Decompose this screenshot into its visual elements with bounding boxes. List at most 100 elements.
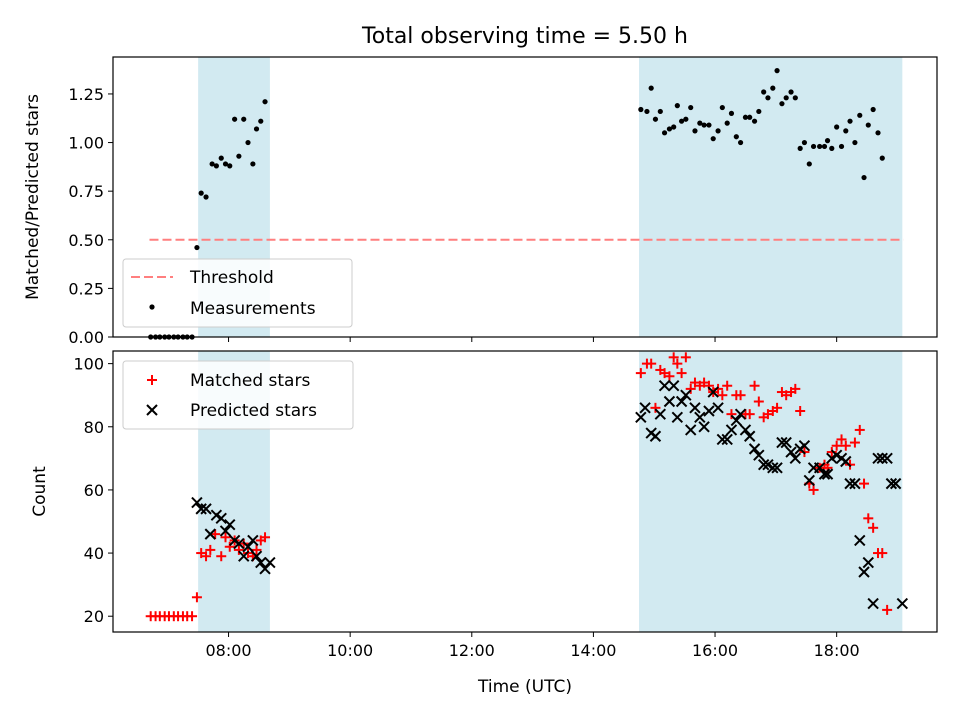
- y-axis-label: Matched/Predicted stars: [23, 94, 43, 300]
- y-tick-label: 60: [84, 481, 104, 500]
- predicted-star-marker: [667, 380, 680, 392]
- bottom-panel: 20 40 60 80 100 08:00 10:00 12:00 14:00 16:00 18:0…: [30, 350, 938, 697]
- matched-star-marker: [735, 390, 746, 401]
- predicted-star-marker: [748, 443, 761, 455]
- marker-stroke: [658, 380, 671, 392]
- marker-stroke: [210, 509, 223, 521]
- marker-stroke: [649, 430, 662, 442]
- predicted-star-marker: [204, 528, 217, 540]
- marker-stroke: [200, 503, 212, 515]
- legend-box: [122, 360, 354, 430]
- measurement-point: [262, 99, 268, 105]
- marker-stroke: [204, 528, 217, 540]
- predicted-star-marker: [876, 452, 888, 465]
- predicted-star-marker: [195, 503, 207, 515]
- predicted-star-marker: [716, 433, 729, 446]
- matched-star-marker: [216, 551, 227, 562]
- matched-star-marker: [191, 592, 202, 603]
- marker-stroke: [721, 433, 733, 446]
- marker-stroke: [238, 550, 250, 562]
- measurement-point: [194, 244, 200, 251]
- predicted-star-marker: [803, 474, 816, 487]
- marker-stroke: [876, 452, 888, 465]
- marker-stroke: [247, 534, 259, 547]
- matched-star-marker: [744, 409, 755, 420]
- matched-star-marker: [672, 358, 683, 369]
- matched-star-marker: [831, 440, 842, 451]
- predicted-star-marker: [789, 452, 802, 465]
- marker-stroke: [885, 477, 898, 490]
- predicted-star-marker: [200, 503, 212, 515]
- predicted-star-marker: [872, 452, 884, 465]
- matched-star-marker: [854, 424, 865, 435]
- predicted-star-marker: [707, 386, 719, 398]
- marker-stroke: [757, 458, 770, 471]
- predicted-star-marker: [238, 550, 250, 562]
- x-tick-label: 08:00: [205, 641, 251, 660]
- legend-box: [122, 258, 353, 328]
- predicted-star-marker: [734, 408, 747, 420]
- predicted-star-marker: [694, 411, 706, 424]
- measurement-point: [661, 130, 668, 136]
- matched-star-marker: [840, 440, 851, 451]
- predicted-star-marker: [215, 512, 227, 525]
- marker-stroke: [858, 566, 870, 578]
- y-tick-label: 100: [73, 355, 104, 374]
- marker-stroke: [854, 534, 866, 547]
- matched-star-marker: [882, 604, 893, 615]
- matched-star-marker: [220, 532, 231, 543]
- predicted-star-marker: [743, 430, 756, 442]
- legend-measurement-label: Measurements: [190, 299, 316, 319]
- measurement-point: [253, 126, 260, 132]
- measurement-point: [692, 128, 698, 134]
- predicted-star-marker: [818, 468, 831, 480]
- marker-stroke: [840, 455, 852, 468]
- measurement-point: [227, 163, 233, 169]
- measurement-point: [652, 116, 659, 122]
- marker-stroke: [830, 449, 843, 461]
- predicted-star-marker: [798, 440, 811, 452]
- matched-star-marker: [668, 352, 679, 363]
- matched-star-marker: [224, 541, 235, 552]
- measurement-point: [806, 161, 812, 167]
- matched-star-marker: [808, 484, 819, 495]
- predicted-star-marker: [191, 496, 203, 509]
- matched-star-marker: [713, 383, 724, 394]
- marker-stroke: [844, 477, 856, 490]
- predicted-star-marker: [233, 537, 245, 550]
- measurement-point: [879, 155, 885, 161]
- measurement-point: [788, 89, 794, 95]
- predicted-star-marker: [858, 566, 870, 578]
- top-panel: 0.00 0.25 0.50 0.75 1.00 1.25 Matched/Predicte…: [23, 56, 938, 347]
- predicted-star-marker: [867, 597, 879, 610]
- predicted-star-marker: [844, 477, 856, 490]
- legend-measurement-swatch: [149, 304, 155, 310]
- marker-stroke: [689, 402, 701, 414]
- matched-star-marker: [680, 352, 691, 363]
- measurement-point: [761, 89, 767, 95]
- marker-stroke: [862, 556, 874, 569]
- measurement-point: [697, 120, 703, 126]
- measurement-point: [213, 163, 219, 169]
- predicted-star-marker: [689, 402, 701, 414]
- matched-star-marker: [646, 358, 657, 369]
- y-tick-label: 0.50: [68, 231, 104, 250]
- matched-star-marker: [859, 478, 870, 489]
- observing-interval-2: [639, 351, 903, 632]
- predicted-star-marker: [663, 395, 676, 408]
- marker-stroke: [215, 512, 227, 525]
- matched-star-marker: [635, 368, 646, 379]
- matched-star-marker: [753, 396, 764, 407]
- y-tick-label: 80: [84, 418, 104, 437]
- marker-stroke: [224, 518, 236, 531]
- marker-stroke: [798, 440, 811, 452]
- predicted-star-marker: [757, 458, 770, 471]
- measurement-point: [203, 194, 209, 200]
- marker-stroke: [667, 380, 680, 392]
- matched-star-marker: [826, 447, 837, 458]
- predicted-star-marker: [675, 395, 688, 408]
- figure-title: Total observing time = 5.50 h: [361, 24, 688, 49]
- measurement-point: [671, 124, 677, 130]
- marker-stroke: [264, 556, 276, 569]
